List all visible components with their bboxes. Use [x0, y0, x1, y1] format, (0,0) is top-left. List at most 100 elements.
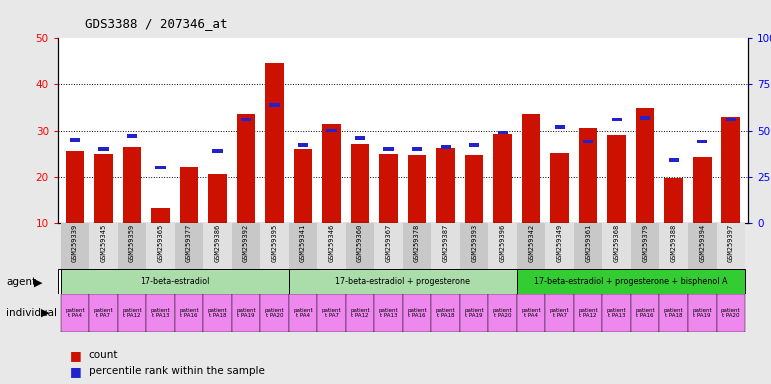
Bar — [716, 223, 745, 269]
Text: GSM259361: GSM259361 — [585, 224, 591, 262]
Bar — [146, 223, 175, 269]
Text: patient
t PA12: patient t PA12 — [122, 308, 142, 318]
Bar — [289, 223, 318, 269]
Text: patient
t PA12: patient t PA12 — [350, 308, 370, 318]
Text: patient
t PA20: patient t PA20 — [493, 308, 513, 318]
Bar — [611, 118, 621, 121]
Bar — [693, 157, 712, 223]
Bar — [550, 153, 569, 223]
Bar — [61, 269, 289, 294]
Text: patient
t PA19: patient t PA19 — [236, 308, 256, 318]
Text: patient
t PA18: patient t PA18 — [207, 308, 227, 318]
Bar — [232, 294, 261, 332]
Bar — [408, 154, 426, 223]
Text: patient
t PA16: patient t PA16 — [635, 308, 655, 318]
Bar — [261, 223, 289, 269]
Bar — [375, 223, 402, 269]
Text: GSM259345: GSM259345 — [100, 224, 106, 262]
Bar — [156, 166, 166, 169]
Bar — [697, 140, 707, 144]
Bar — [127, 134, 137, 138]
Text: GSM259386: GSM259386 — [214, 224, 221, 262]
Bar — [583, 140, 594, 144]
Text: GSM259379: GSM259379 — [642, 224, 648, 262]
Bar — [89, 294, 118, 332]
Bar — [175, 223, 204, 269]
Text: patient
t PA4: patient t PA4 — [521, 308, 541, 318]
Bar — [722, 117, 740, 223]
Bar — [640, 116, 650, 119]
Bar — [665, 177, 683, 223]
Text: individual: individual — [6, 308, 57, 318]
Bar — [123, 147, 141, 223]
Text: GSM259392: GSM259392 — [243, 224, 249, 262]
Bar — [726, 118, 736, 121]
Bar — [412, 147, 423, 151]
Text: GSM259359: GSM259359 — [129, 224, 135, 262]
Bar — [99, 147, 109, 151]
Bar — [298, 144, 308, 147]
Bar — [545, 294, 574, 332]
Bar — [716, 294, 745, 332]
Bar — [602, 223, 631, 269]
Text: ■: ■ — [69, 365, 81, 378]
Bar — [431, 223, 460, 269]
Bar — [212, 149, 223, 153]
Text: GSM259387: GSM259387 — [443, 224, 449, 262]
Bar — [631, 294, 659, 332]
Text: GSM259393: GSM259393 — [471, 224, 477, 262]
Bar — [89, 223, 118, 269]
Bar — [322, 124, 341, 223]
Text: GSM259397: GSM259397 — [728, 224, 734, 262]
Bar — [289, 269, 517, 294]
Text: GSM259365: GSM259365 — [157, 224, 163, 262]
Bar — [436, 148, 455, 223]
Bar — [659, 294, 688, 332]
Bar — [326, 129, 337, 132]
Text: 17-beta-estradiol: 17-beta-estradiol — [140, 277, 210, 286]
Text: GSM259396: GSM259396 — [500, 224, 506, 262]
Text: patient
t PA7: patient t PA7 — [93, 308, 113, 318]
Bar — [668, 158, 678, 162]
Text: GSM259342: GSM259342 — [528, 224, 534, 262]
Bar — [460, 294, 488, 332]
Text: patient
t PA13: patient t PA13 — [150, 308, 170, 318]
Bar — [440, 145, 451, 149]
Bar — [379, 154, 398, 223]
Text: patient
t PA18: patient t PA18 — [436, 308, 456, 318]
Text: patient
t PA7: patient t PA7 — [550, 308, 570, 318]
Bar — [146, 294, 175, 332]
Text: patient
t PA16: patient t PA16 — [179, 308, 199, 318]
Text: patient
t PA7: patient t PA7 — [322, 308, 342, 318]
Bar — [289, 294, 318, 332]
Bar — [574, 223, 602, 269]
Bar — [688, 223, 716, 269]
Bar — [375, 294, 402, 332]
Text: patient
t PA4: patient t PA4 — [65, 308, 85, 318]
Text: percentile rank within the sample: percentile rank within the sample — [89, 366, 264, 376]
Bar — [522, 114, 540, 223]
Bar — [261, 294, 289, 332]
Text: patient
t PA4: patient t PA4 — [293, 308, 313, 318]
Bar — [118, 294, 146, 332]
Text: GSM259341: GSM259341 — [300, 224, 306, 262]
Bar — [294, 149, 312, 223]
Text: count: count — [89, 350, 118, 360]
Text: patient
t PA13: patient t PA13 — [379, 308, 399, 318]
Text: patient
t PA20: patient t PA20 — [264, 308, 284, 318]
Bar — [61, 294, 89, 332]
Bar — [497, 131, 508, 134]
Text: patient
t PA13: patient t PA13 — [607, 308, 627, 318]
Bar — [351, 144, 369, 223]
Text: ▶: ▶ — [34, 277, 42, 287]
Bar — [402, 223, 431, 269]
Text: patient
t PA19: patient t PA19 — [464, 308, 484, 318]
Bar — [61, 223, 89, 269]
Text: GSM259377: GSM259377 — [186, 224, 192, 262]
Bar — [265, 63, 284, 223]
Bar — [688, 294, 716, 332]
Text: patient
t PA16: patient t PA16 — [407, 308, 427, 318]
Bar — [355, 136, 365, 140]
Text: patient
t PA20: patient t PA20 — [721, 308, 741, 318]
Text: 17-beta-estradiol + progesterone: 17-beta-estradiol + progesterone — [335, 277, 470, 286]
